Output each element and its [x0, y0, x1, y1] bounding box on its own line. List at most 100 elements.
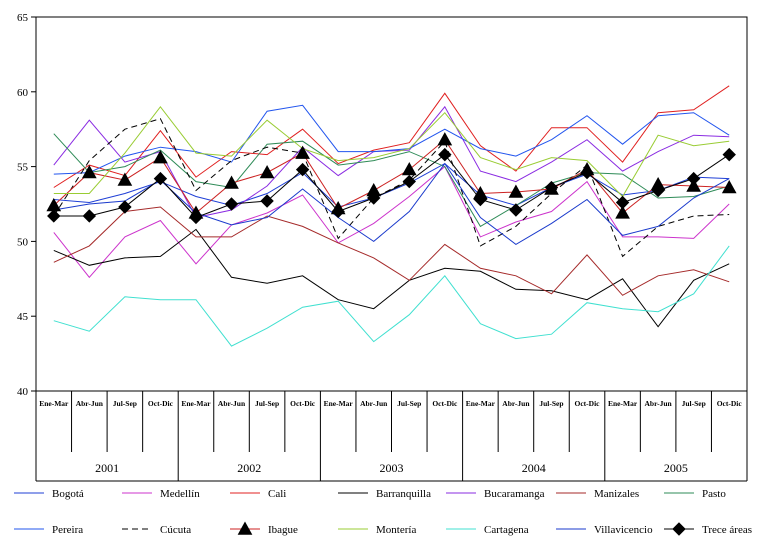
legend-item: Pereira	[14, 524, 83, 536]
legend-label: Trece áreas	[702, 524, 752, 536]
x-tick-label: Abr-Jun	[502, 399, 530, 408]
triangle-marker	[437, 132, 453, 146]
x-tick-label: Oct-Dic	[290, 399, 316, 408]
triangle-marker	[237, 521, 253, 535]
x-tick-label: Oct-Dic	[717, 399, 743, 408]
series-line	[53, 206, 730, 296]
triangle-marker	[401, 162, 417, 176]
y-tick-label: 65	[17, 12, 29, 24]
y-tick-label: 40	[17, 386, 29, 398]
x-tick-label: Ene-Mar	[608, 399, 638, 408]
x-tick-label: Jul-Sep	[113, 399, 137, 408]
plot-area	[35, 16, 748, 392]
legend-label: Manizales	[594, 488, 639, 500]
legend-item: Barranquilla	[338, 488, 431, 500]
x-tick-label: Oct-Dic	[432, 399, 458, 408]
y-tick-label: 50	[17, 236, 29, 248]
diamond-marker	[118, 200, 132, 214]
series-line	[53, 153, 730, 219]
diamond-marker	[260, 194, 274, 208]
diamond-marker	[615, 195, 630, 210]
triangle-marker	[615, 205, 630, 219]
x-axis: Ene-Mar Abr-Jun Jul-Sep Oct-Dic Ene-Mar Abr-J…	[35, 391, 748, 482]
legend-label: Cúcuta	[160, 524, 191, 536]
diamond-marker	[189, 210, 203, 225]
diamond-marker	[651, 183, 665, 198]
x-tick-label: Ene-Mar	[181, 399, 211, 408]
triangle-marker	[224, 175, 239, 189]
x-tick-label: Abr-Jun	[76, 399, 104, 408]
diamond-marker	[672, 522, 686, 536]
series-line	[53, 162, 730, 208]
year-label: 2005	[664, 461, 688, 475]
triangle-marker	[153, 150, 168, 164]
legend-label: Bucaramanga	[484, 488, 545, 500]
legend-label: Cartagena	[484, 524, 529, 536]
triangle-marker	[81, 165, 97, 179]
legend-label: Ibague	[268, 524, 298, 536]
legend-item: Medellín	[122, 488, 200, 500]
legend-item: Bucaramanga	[446, 488, 545, 500]
legend-label: Barranquilla	[376, 488, 431, 500]
legend-label: Villavicencio	[594, 524, 653, 536]
triangle-marker	[295, 145, 310, 159]
diamond-marker	[580, 165, 594, 180]
legend-item: Pasto	[664, 488, 726, 500]
legend-label: Pereira	[52, 524, 83, 536]
x-tick-label: Abr-Jun	[645, 399, 673, 408]
x-tick-label: Oct-Dic	[575, 399, 601, 408]
legend-item: Manizales	[556, 488, 639, 500]
diamond-marker	[224, 197, 239, 211]
legend-item: Cartagena	[446, 524, 529, 536]
year-label: 2003	[380, 461, 404, 475]
legend-item: Bogotá	[14, 488, 84, 500]
x-tick-label: Ene-Mar	[39, 399, 69, 408]
diamond-marker	[47, 209, 61, 223]
y-tick-label: 60	[17, 87, 29, 99]
series-line	[53, 104, 730, 175]
legend-item: Cali	[230, 488, 286, 500]
year-label: 2004	[522, 461, 546, 475]
legend-item: Cúcuta	[122, 524, 191, 536]
series-line	[53, 138, 730, 214]
series-line	[53, 118, 730, 258]
diamond-marker	[295, 162, 310, 177]
x-tick-label: Abr-Jun	[218, 399, 246, 408]
triangle-marker	[686, 178, 702, 192]
series-line	[53, 162, 730, 246]
legend-item: Montería	[338, 524, 416, 536]
series-line	[53, 85, 730, 188]
diamond-marker	[544, 180, 559, 195]
x-tick-label: Abr-Jun	[360, 399, 388, 408]
series-line	[53, 228, 730, 328]
legend-label: Cali	[268, 488, 286, 500]
legend-item: Trece áreas	[664, 522, 752, 536]
diamond-marker	[82, 209, 97, 223]
legend-label: Pasto	[702, 488, 726, 500]
y-axis: 40 45 50 55 60 65	[17, 12, 36, 398]
series-line	[53, 165, 730, 279]
x-tick-label: Oct-Dic	[148, 399, 174, 408]
series-markers	[46, 132, 737, 225]
diamond-marker	[438, 147, 452, 162]
legend-item: Villavicencio	[556, 524, 653, 536]
x-tick-label: Jul-Sep	[539, 399, 563, 408]
legend: Bogotá Medellín Cali Barranquilla Bucaramang…	[14, 488, 752, 536]
series-line	[53, 133, 730, 228]
triangle-marker	[259, 165, 275, 179]
series-line	[53, 245, 730, 347]
x-tick-label: Ene-Mar	[466, 399, 496, 408]
diamond-marker	[402, 174, 416, 189]
diamond-marker	[509, 203, 523, 217]
x-tick-label: Ene-Mar	[324, 399, 354, 408]
year-label: 2001	[95, 461, 119, 475]
triangle-marker	[508, 184, 524, 198]
y-tick-label: 55	[17, 162, 29, 174]
diamond-marker	[686, 171, 701, 186]
year-label: 2002	[237, 461, 261, 475]
series-lines	[53, 85, 730, 347]
legend-label: Bogotá	[52, 488, 84, 500]
legend-item: Ibague	[230, 521, 298, 536]
diamond-marker	[331, 204, 345, 219]
